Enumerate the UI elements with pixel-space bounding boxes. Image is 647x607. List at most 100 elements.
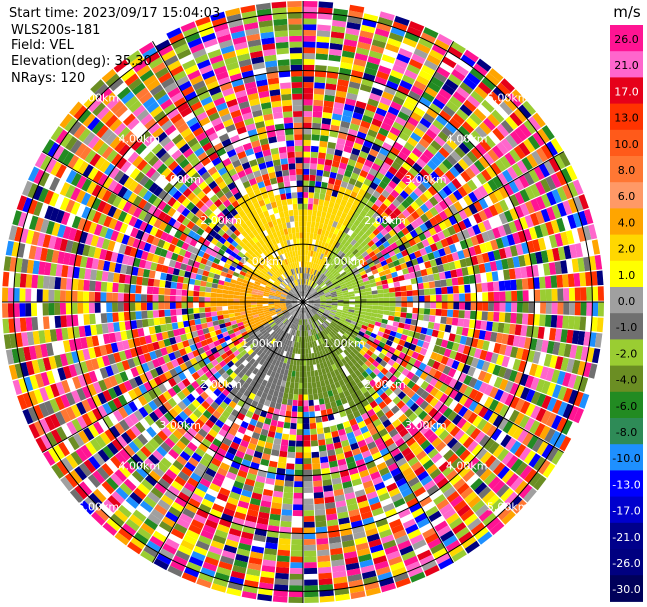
velocity-gate: [330, 471, 341, 480]
velocity-gate: [337, 243, 344, 251]
velocity-gate: [463, 513, 478, 527]
velocity-gate: [355, 276, 363, 281]
velocity-gate: [431, 329, 439, 338]
velocity-gate: [334, 263, 340, 270]
velocity-gate: [466, 72, 481, 86]
velocity-gate: [349, 123, 360, 132]
velocity-gate: [419, 247, 428, 256]
velocity-gate: [424, 374, 434, 384]
velocity-gate: [307, 250, 311, 257]
velocity-gate: [340, 61, 353, 70]
velocity-gate: [392, 198, 401, 208]
velocity-gate: [500, 434, 512, 448]
velocity-gate: [493, 342, 502, 354]
velocity-gate: [395, 291, 402, 297]
velocity-gate: [348, 325, 355, 331]
velocity-gate: [364, 267, 372, 274]
velocity-gate: [396, 53, 411, 64]
velocity-gate: [328, 530, 341, 538]
velocity-gate: [361, 233, 369, 241]
velocity-gate: [412, 162, 423, 173]
velocity-gate: [414, 226, 423, 235]
velocity-gate: [479, 139, 492, 152]
velocity-gate: [557, 386, 568, 401]
velocity-gate: [553, 154, 566, 170]
velocity-gate: [325, 305, 332, 308]
velocity-gate: [588, 255, 597, 271]
velocity-gate: [519, 216, 529, 230]
velocity-gate: [365, 312, 372, 317]
velocity-gate: [429, 243, 438, 252]
velocity-gate: [88, 291, 95, 302]
velocity-gate: [327, 413, 335, 421]
velocity-gate: [367, 356, 375, 364]
velocity-gate: [374, 437, 384, 447]
velocity-gate: [330, 466, 340, 474]
velocity-gate: [414, 512, 428, 524]
velocity-gate: [365, 460, 376, 470]
velocity-gate: [210, 302, 217, 307]
velocity-gate: [262, 297, 269, 301]
velocity-gate: [291, 539, 303, 546]
velocity-gate: [462, 77, 477, 90]
velocity-gate: [563, 288, 570, 301]
velocity-gate: [314, 509, 326, 516]
velocity-gate: [524, 186, 536, 200]
velocity-gate: [303, 417, 310, 424]
velocity-gate: [438, 461, 451, 473]
velocity-gate: [158, 302, 165, 310]
velocity-gate: [503, 269, 511, 280]
velocity-gate: [499, 155, 512, 169]
velocity-gate: [349, 351, 357, 358]
velocity-gate: [200, 317, 207, 324]
velocity-gate: [420, 439, 431, 450]
velocity-gate: [303, 481, 313, 488]
velocity-gate: [398, 275, 405, 282]
velocity-gate: [314, 222, 320, 229]
velocity-gate: [129, 284, 136, 294]
velocity-gate: [405, 398, 415, 408]
velocity-gate: [534, 422, 546, 437]
velocity-gate: [445, 539, 461, 552]
velocity-gate: [113, 272, 120, 283]
velocity-gate: [333, 441, 342, 450]
velocity-gate: [308, 297, 314, 300]
velocity-gate: [334, 235, 341, 242]
velocity-gate: [383, 292, 390, 298]
velocity-gate: [313, 328, 318, 335]
velocity-gate: [405, 523, 419, 535]
velocity-gate: [326, 372, 332, 379]
velocity-gate: [336, 453, 345, 461]
velocity-gate: [7, 287, 14, 302]
velocity-gate: [275, 473, 285, 481]
velocity-gate: [297, 330, 300, 337]
velocity-gate: [401, 296, 408, 302]
velocity-gate: [462, 469, 475, 482]
velocity-gate: [434, 166, 445, 178]
velocity-gate: [441, 286, 448, 295]
velocity-gate: [284, 387, 290, 394]
velocity-gate: [261, 565, 276, 573]
velocity-gate: [310, 323, 314, 330]
velocity-gate: [466, 226, 476, 237]
velocity-gate: [296, 423, 303, 430]
velocity-gate: [385, 245, 393, 253]
velocity-gate: [443, 396, 454, 407]
velocity-gate: [306, 312, 310, 319]
velocity-gate: [212, 278, 219, 284]
velocity-gate: [181, 289, 188, 296]
velocity-gate: [588, 363, 598, 379]
velocity-gate: [309, 359, 313, 366]
velocity-gate: [435, 93, 449, 105]
velocity-gate: [353, 355, 361, 362]
velocity-gate: [310, 329, 314, 336]
velocity-gate: [350, 357, 358, 365]
velocity-gate: [337, 293, 343, 297]
velocity-gate: [366, 305, 373, 309]
velocity-gate: [343, 145, 353, 154]
velocity-gate: [170, 315, 178, 323]
velocity-gate: [337, 367, 344, 375]
velocity-gate: [317, 549, 330, 557]
velocity-gate: [405, 95, 418, 106]
